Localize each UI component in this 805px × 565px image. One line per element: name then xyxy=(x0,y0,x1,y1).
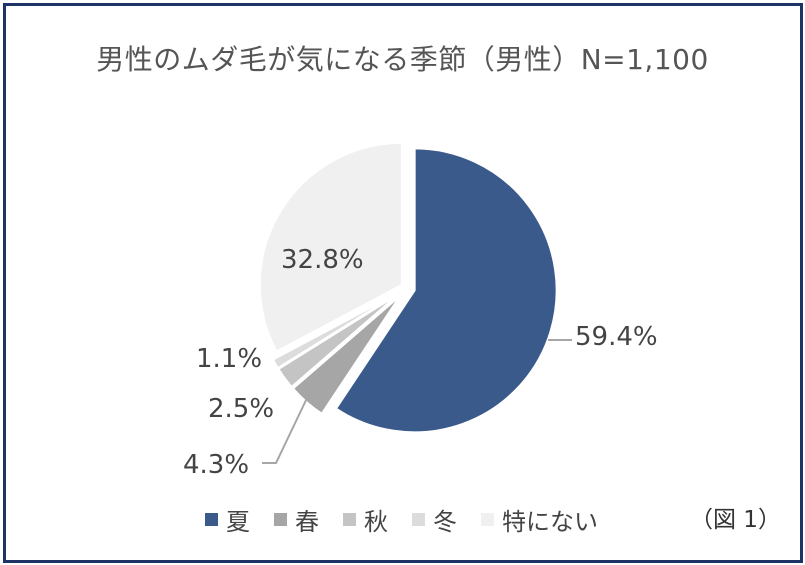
pie-slice-4 xyxy=(271,292,399,370)
legend-label: 夏 xyxy=(226,508,250,536)
pie-slice-1 xyxy=(334,147,558,434)
legend-swatch xyxy=(343,513,356,526)
legend-item-5: 特にない xyxy=(481,502,598,537)
data-label-3: 2.5% xyxy=(208,394,274,424)
data-label-1: 59.4% xyxy=(575,322,658,352)
chart-frame xyxy=(3,3,803,563)
data-label-5: 32.8% xyxy=(281,245,364,275)
figure-label: （図 1） xyxy=(690,507,781,533)
legend-swatch xyxy=(205,513,218,526)
data-label-2: 4.3% xyxy=(183,450,249,480)
legend-item-3: 秋 xyxy=(343,502,388,537)
legend-label: 秋 xyxy=(364,508,388,536)
legend-swatch xyxy=(274,513,287,526)
legend-swatch xyxy=(481,513,494,526)
legend-label: 特にない xyxy=(502,508,598,536)
pie-slice-2 xyxy=(291,294,402,416)
legend-item-4: 冬 xyxy=(412,502,457,537)
legend-item-2: 春 xyxy=(274,502,319,537)
legend: 夏 春 秋 冬 特にない xyxy=(205,502,598,537)
legend-label: 冬 xyxy=(433,508,457,536)
leader-line-2 xyxy=(262,395,309,464)
legend-label: 春 xyxy=(295,508,319,536)
chart-title: 男性のムダ毛が気になる季節（男性）N=1,100 xyxy=(96,43,709,76)
pie-slice-3 xyxy=(277,293,400,389)
legend-swatch xyxy=(412,513,425,526)
data-label-4: 1.1% xyxy=(196,344,262,374)
legend-item-1: 夏 xyxy=(205,502,250,537)
pie-slice-5 xyxy=(258,141,403,353)
